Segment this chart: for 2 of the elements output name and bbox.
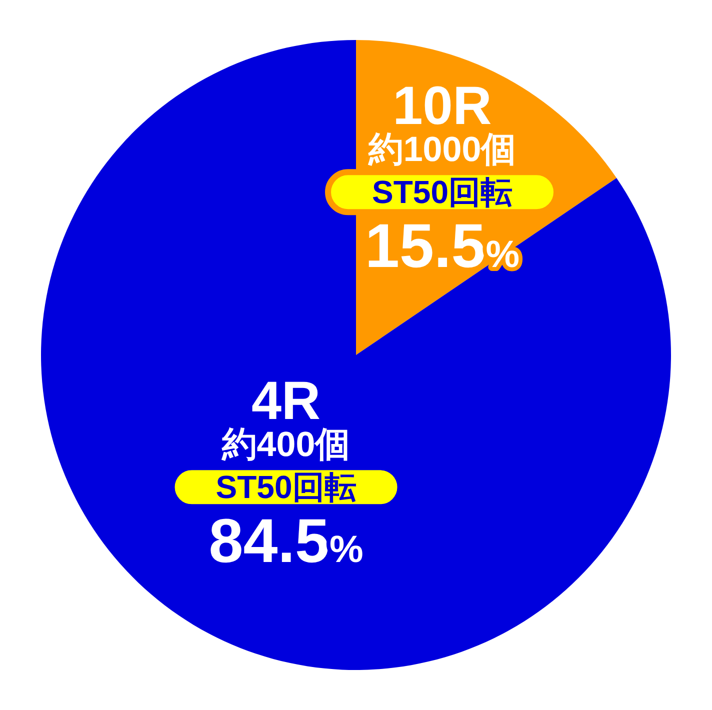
slice-label: 4R [252, 371, 321, 432]
data-label: 84.5% [208, 507, 364, 576]
